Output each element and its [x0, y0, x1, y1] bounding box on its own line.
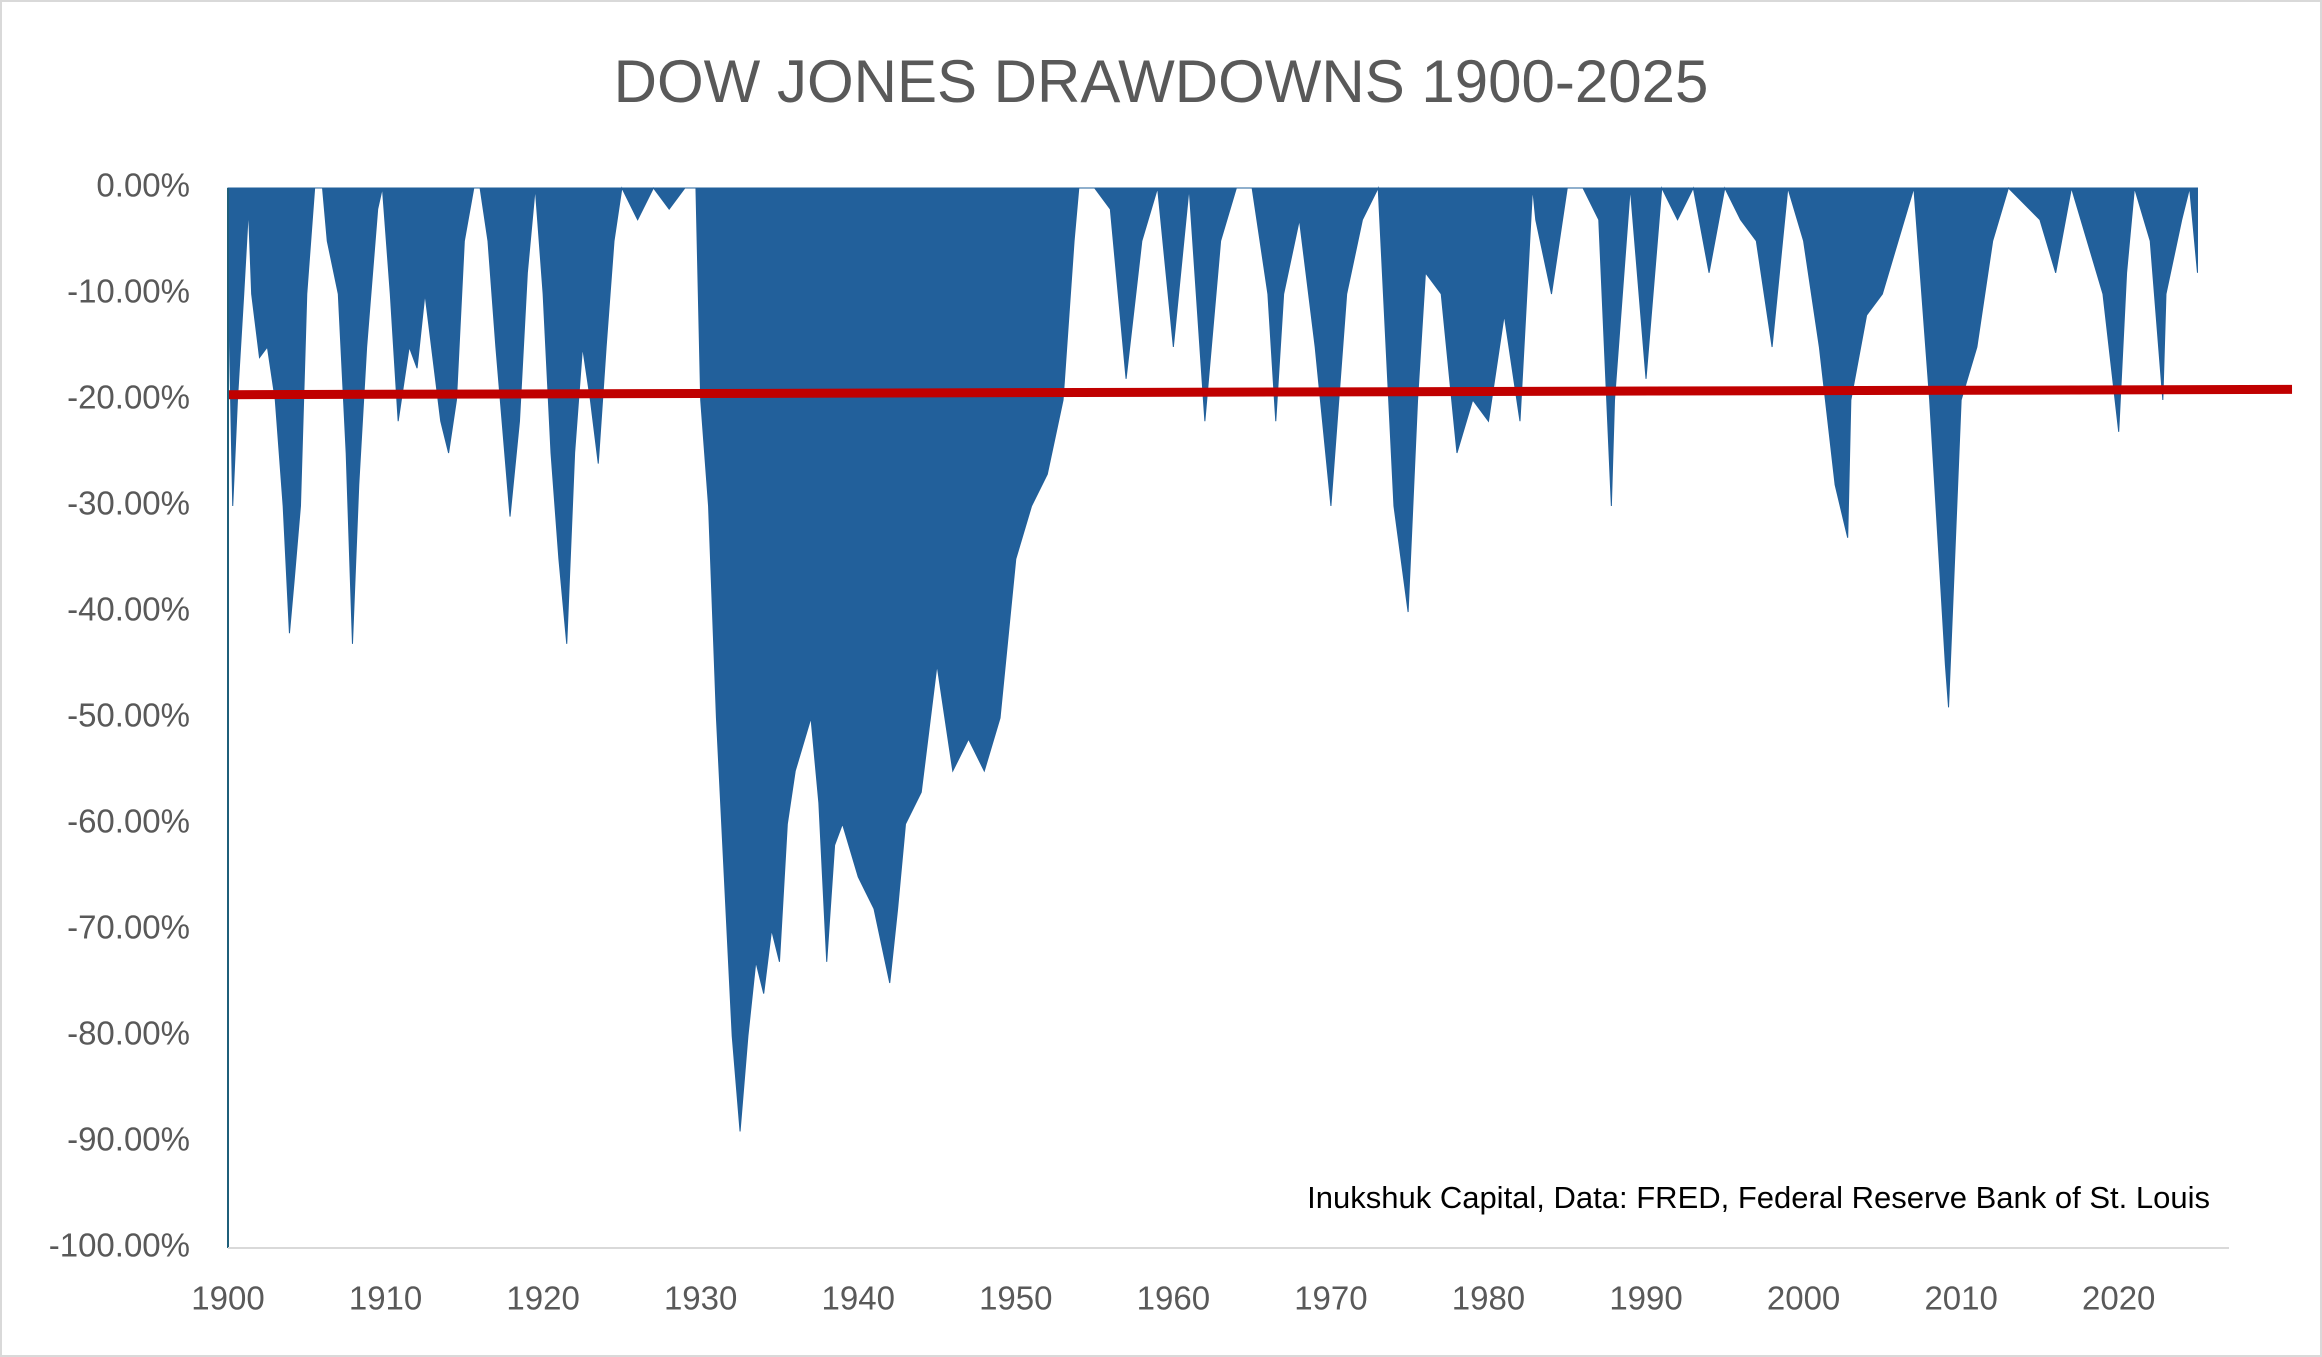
y-tick-label: -40.00%: [67, 591, 190, 628]
chart-title: DOW JONES DRAWDOWNS 1900-2025: [614, 48, 1709, 115]
x-tick-label: 2000: [1767, 1280, 1840, 1317]
x-tick-label: 2020: [2082, 1280, 2155, 1317]
y-tick-label: -100.00%: [49, 1227, 190, 1264]
y-tick-label: -90.00%: [67, 1121, 190, 1158]
x-tick-label: 1920: [506, 1280, 579, 1317]
threshold-line: [227, 384, 2293, 400]
y-tick-label: -50.00%: [67, 697, 190, 734]
x-tick-label: 1950: [979, 1280, 1052, 1317]
x-tick-label: 2010: [1924, 1280, 1997, 1317]
y-tick-label: -80.00%: [67, 1015, 190, 1052]
x-tick-label: 1960: [1137, 1280, 1210, 1317]
x-tick-label: 1940: [822, 1280, 895, 1317]
x-tick-label: 1970: [1294, 1280, 1367, 1317]
y-tick-label: -60.00%: [67, 803, 190, 840]
y-tick-label: -10.00%: [67, 273, 190, 310]
y-tick-label: -20.00%: [67, 379, 190, 416]
x-tick-label: 1910: [349, 1280, 422, 1317]
source-note: Inukshuk Capital, Data: FRED, Federal Re…: [1307, 1180, 2210, 1215]
x-tick-label: 1900: [191, 1280, 264, 1317]
x-tick-label: 1980: [1452, 1280, 1525, 1317]
x-tick-label: 1990: [1609, 1280, 1682, 1317]
drawdown-area: [227, 186, 2198, 1132]
y-tick-label: -30.00%: [67, 485, 190, 522]
y-tick-label: 0.00%: [96, 167, 190, 204]
x-tick-label: 1930: [664, 1280, 737, 1317]
y-tick-label: -70.00%: [67, 909, 190, 946]
